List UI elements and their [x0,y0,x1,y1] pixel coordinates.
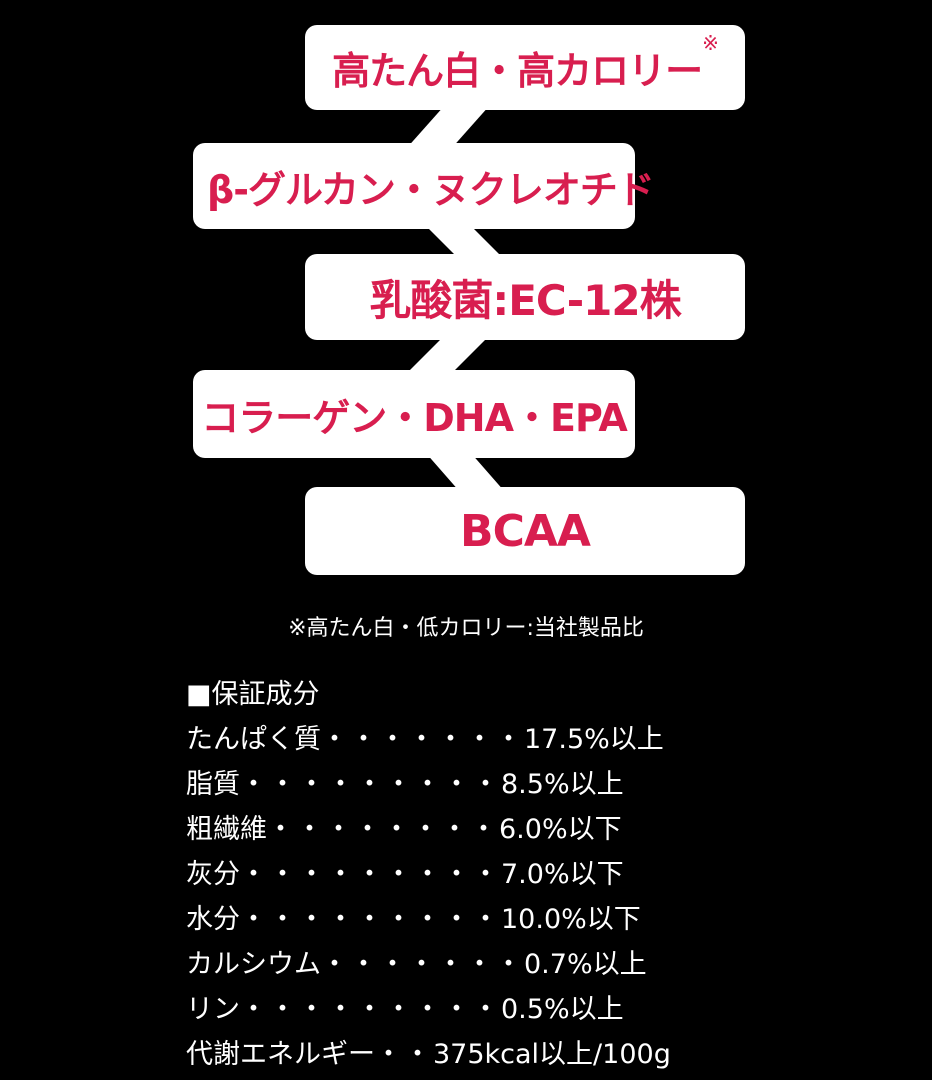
nutrient-dots: ・・ [375,1039,433,1070]
nutrient-name: カルシウム [186,949,321,980]
nutrient-row: 代謝エネルギー ・・ 375kcal以上/100g [186,1032,671,1077]
feature-box-protein: 高たん白・高カロリー ※ [305,25,745,110]
feature-label: 乳酸菌:EC-12株 [369,275,681,325]
connector-3 [405,335,490,375]
nutrient-value: 0.5%以上 [501,994,624,1025]
nutrient-row: カルシウム ・・・・・・・ 0.7%以上 [186,942,671,987]
nutrient-value: 375kcal以上/100g [433,1039,671,1070]
nutrient-dots: ・・・・・・・・・ [240,769,501,800]
nutrient-name: 脂質 [186,769,240,800]
feature-box-bcaa: BCAA [305,487,745,575]
nutrient-value: 8.5%以上 [501,769,624,800]
nutrient-value: 10.0%以下 [501,904,641,935]
nutrient-row: 脂質 ・・・・・・・・・ 8.5%以上 [186,762,671,807]
connector-2 [425,225,505,260]
nutrient-name: リン [186,994,240,1025]
feature-box-lactic: 乳酸菌:EC-12株 [305,254,745,340]
feature-label: 高たん白・高カロリー [332,49,703,93]
nutrient-dots: ・・・・・・・ [321,949,524,980]
nutrient-value: 6.0%以下 [499,814,622,845]
guaranteed-analysis: ■保証成分 たんぱく質 ・・・・・・・ 17.5%以上 脂質 ・・・・・・・・・ 8.5%… [186,672,671,1077]
nutrient-name: 灰分 [186,859,240,890]
nutrient-row: リン ・・・・・・・・・ 0.5%以上 [186,987,671,1032]
nutrient-name: 水分 [186,904,240,935]
nutrient-value: 7.0%以下 [501,859,624,890]
connector-1 [405,105,490,150]
nutrient-row: たんぱく質 ・・・・・・・ 17.5%以上 [186,717,671,762]
connector-4 [425,452,505,492]
nutrient-dots: ・・・・・・・・・ [240,859,501,890]
nutrient-value: 17.5%以上 [524,724,664,755]
nutrient-dots: ・・・・・・・・・ [240,994,501,1025]
nutrient-name: たんぱく質 [186,724,321,755]
nutrient-dots: ・・・・・・・ [321,724,524,755]
feature-box-collagen: コラーゲン・DHA・EPA [193,370,635,458]
footnote: ※高たん白・低カロリー:当社製品比 [288,616,644,641]
feature-label: β-グルカン・ヌクレオチド [207,167,655,212]
feature-box-glucan: β-グルカン・ヌクレオチド [193,143,655,229]
feature-label: BCAA [460,505,591,557]
footnote-mark: ※ [702,31,719,55]
nutrient-dots: ・・・・・・・・ [267,814,499,845]
feature-label: コラーゲン・DHA・EPA [201,395,627,440]
nutrient-dots: ・・・・・・・・・ [240,904,501,935]
nutrient-row: 粗繊維 ・・・・・・・・ 6.0%以下 [186,807,671,852]
nutrient-name: 粗繊維 [186,814,267,845]
section-title: ■保証成分 [186,679,320,710]
nutrient-value: 0.7%以上 [524,949,647,980]
nutrient-row: 灰分 ・・・・・・・・・ 7.0%以下 [186,852,671,897]
nutrient-name: 代謝エネルギー [186,1039,375,1070]
nutrient-row: 水分 ・・・・・・・・・ 10.0%以下 [186,897,671,942]
